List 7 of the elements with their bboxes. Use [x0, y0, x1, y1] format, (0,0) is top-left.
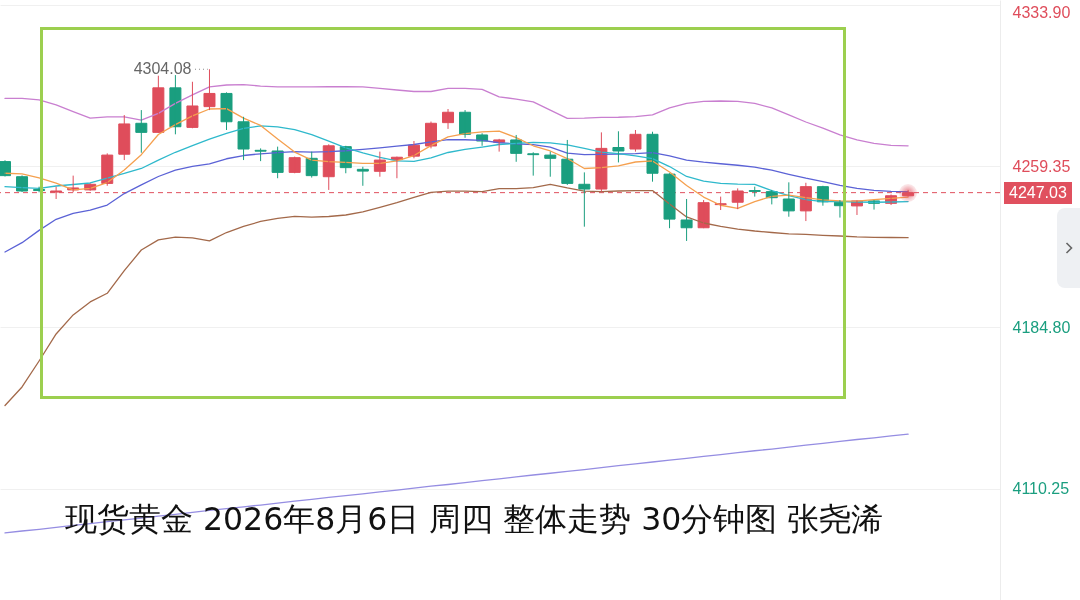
- text: 现货黄金 2026年8月6日 周四 整体走势 30分钟图 张尧浠: [65, 501, 884, 537]
- y-tick-label: 4333.90: [1012, 4, 1071, 22]
- y-tick-label: 4259.35: [1012, 157, 1071, 175]
- ref-line-label: 4247.03: [1004, 181, 1072, 204]
- y-tick-label: 4184.80: [1012, 318, 1071, 336]
- annotation: 4304.08: [133, 60, 192, 78]
- y-tick-label: 4110.25: [1012, 480, 1070, 497]
